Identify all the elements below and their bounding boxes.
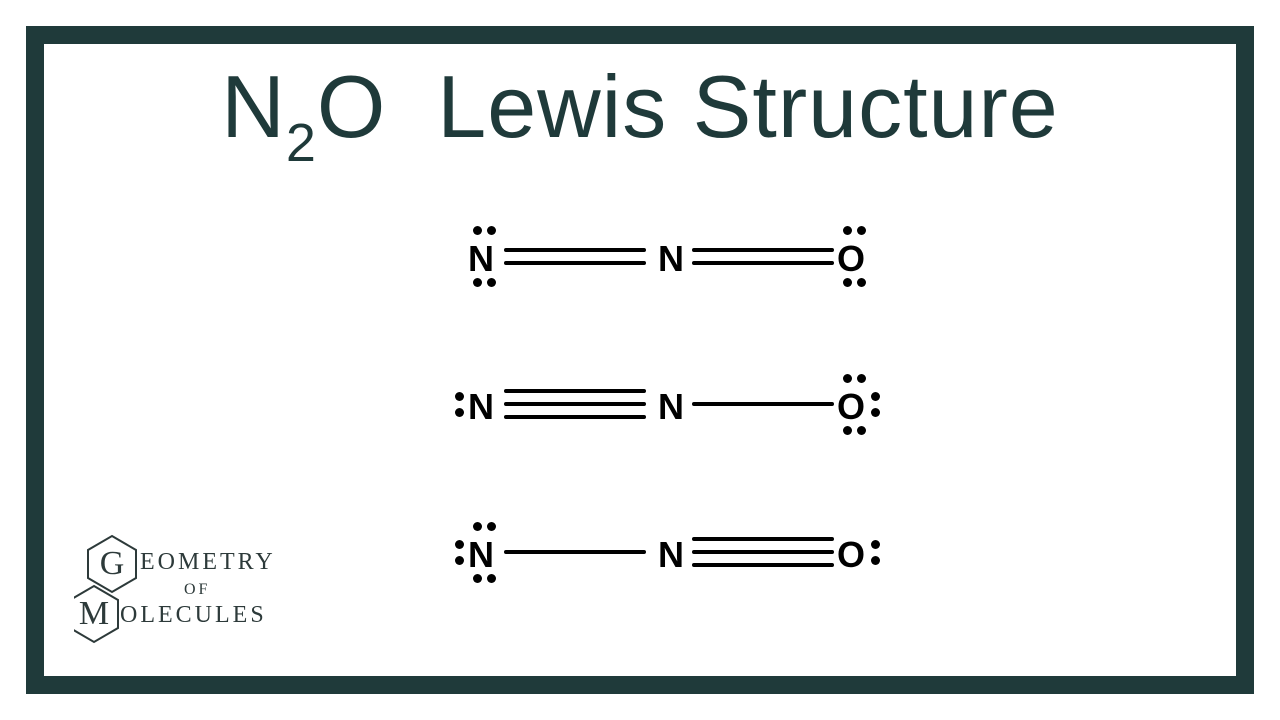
- lone-pair-dot: [455, 408, 464, 417]
- lone-pair-dot: [487, 226, 496, 235]
- atom-label: O: [834, 386, 868, 428]
- outer-frame: N2O Lewis Structure NNONNONNO G M EOMETR…: [26, 26, 1254, 694]
- bond-line: [504, 415, 646, 419]
- lone-pair-dot: [473, 226, 482, 235]
- lone-pair-dot: [473, 522, 482, 531]
- lone-pair-dot: [487, 574, 496, 583]
- title-text: Lewis Structure: [437, 57, 1058, 156]
- bond-line: [692, 261, 834, 265]
- lone-pair-dot: [487, 278, 496, 287]
- logo-line1: EOMETRY: [140, 549, 276, 575]
- bond-line: [504, 261, 646, 265]
- structure-row: NNO: [464, 360, 894, 450]
- atom-label: N: [654, 238, 688, 280]
- lone-pair-dot: [871, 392, 880, 401]
- lone-pair-dot: [871, 408, 880, 417]
- lone-pair-dot: [857, 426, 866, 435]
- bond-line: [692, 550, 834, 554]
- lone-pair-dot: [843, 374, 852, 383]
- brand-logo: G M EOMETRY OF OLECULES: [74, 530, 354, 650]
- lone-pair-dot: [871, 556, 880, 565]
- bond-line: [504, 389, 646, 393]
- bond-line: [692, 563, 834, 567]
- bond-line: [504, 402, 646, 406]
- logo-M: M: [79, 595, 109, 632]
- lone-pair-dot: [857, 374, 866, 383]
- lone-pair-dot: [857, 226, 866, 235]
- logo-of: OF: [184, 581, 210, 598]
- lone-pair-dot: [871, 540, 880, 549]
- lone-pair-dot: [455, 556, 464, 565]
- bond-line: [692, 537, 834, 541]
- bond-line: [504, 550, 646, 554]
- atom-label: N: [654, 386, 688, 428]
- lone-pair-dot: [455, 540, 464, 549]
- atom-label: N: [464, 238, 498, 280]
- bond-line: [504, 248, 646, 252]
- logo-line2: OLECULES: [120, 602, 267, 628]
- lone-pair-dot: [473, 574, 482, 583]
- structure-row: NNO: [464, 508, 894, 598]
- lone-pair-dot: [843, 226, 852, 235]
- lone-pair-dot: [843, 278, 852, 287]
- lewis-structures: N N O N N O N N O: [464, 212, 894, 656]
- formula-N: N: [221, 57, 286, 156]
- page-title: N2O Lewis Structure: [44, 56, 1236, 174]
- atom-label: O: [834, 238, 868, 280]
- atom-label: N: [464, 386, 498, 428]
- bond-line: [692, 402, 834, 406]
- formula-sub: 2: [286, 113, 317, 173]
- lone-pair-dot: [473, 278, 482, 287]
- bond-line: [692, 248, 834, 252]
- formula-O: O: [317, 57, 386, 156]
- atom-label: O: [834, 534, 868, 576]
- lone-pair-dot: [487, 522, 496, 531]
- lone-pair-dot: [857, 278, 866, 287]
- logo-G: G: [100, 545, 125, 582]
- atom-label: N: [464, 534, 498, 576]
- lone-pair-dot: [843, 426, 852, 435]
- structure-row: NNO: [464, 212, 894, 302]
- atom-label: N: [654, 534, 688, 576]
- lone-pair-dot: [455, 392, 464, 401]
